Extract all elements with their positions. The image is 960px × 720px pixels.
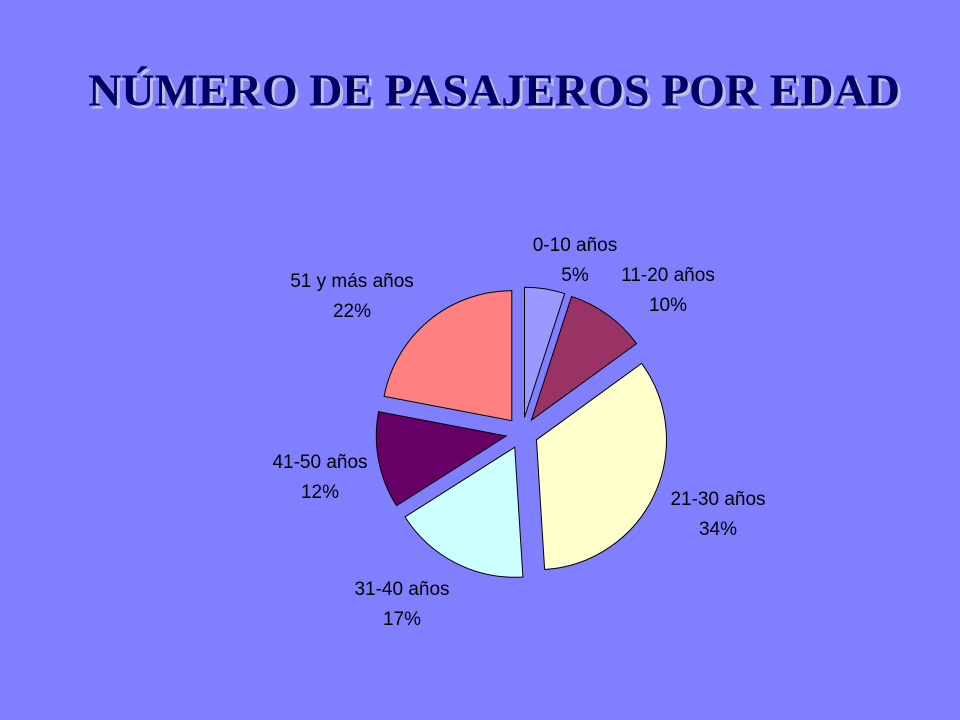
slice-value-label: 17% (383, 609, 421, 630)
slice-label: 31-40 años (354, 579, 449, 600)
pie-slice (530, 295, 638, 422)
pie-slice (404, 446, 524, 578)
slice-value-label: 12% (301, 482, 339, 503)
slice-label: 0-10 años (533, 235, 618, 256)
slice-label: 51 y más años (290, 271, 414, 292)
slice-value-label: 34% (699, 519, 737, 540)
pie-slice (524, 286, 566, 418)
slice-label: 41-50 años (272, 452, 367, 473)
slice-value-label: 22% (333, 301, 371, 322)
pie-slice (383, 290, 513, 422)
chart-title: NÚMERO DE PASAJEROS POR EDAD (88, 65, 900, 116)
slice-value-label: 10% (649, 295, 687, 316)
slice-label: 21-30 años (670, 489, 765, 510)
slice-label: 11-20 años (621, 265, 715, 286)
pie: 0-10 años 5% 11-20 años 10% 21-30 años 34% 31-… (272, 235, 765, 630)
pie-slice (535, 362, 667, 571)
pie-slice (375, 411, 508, 507)
slice-value-label: 5% (561, 265, 589, 286)
